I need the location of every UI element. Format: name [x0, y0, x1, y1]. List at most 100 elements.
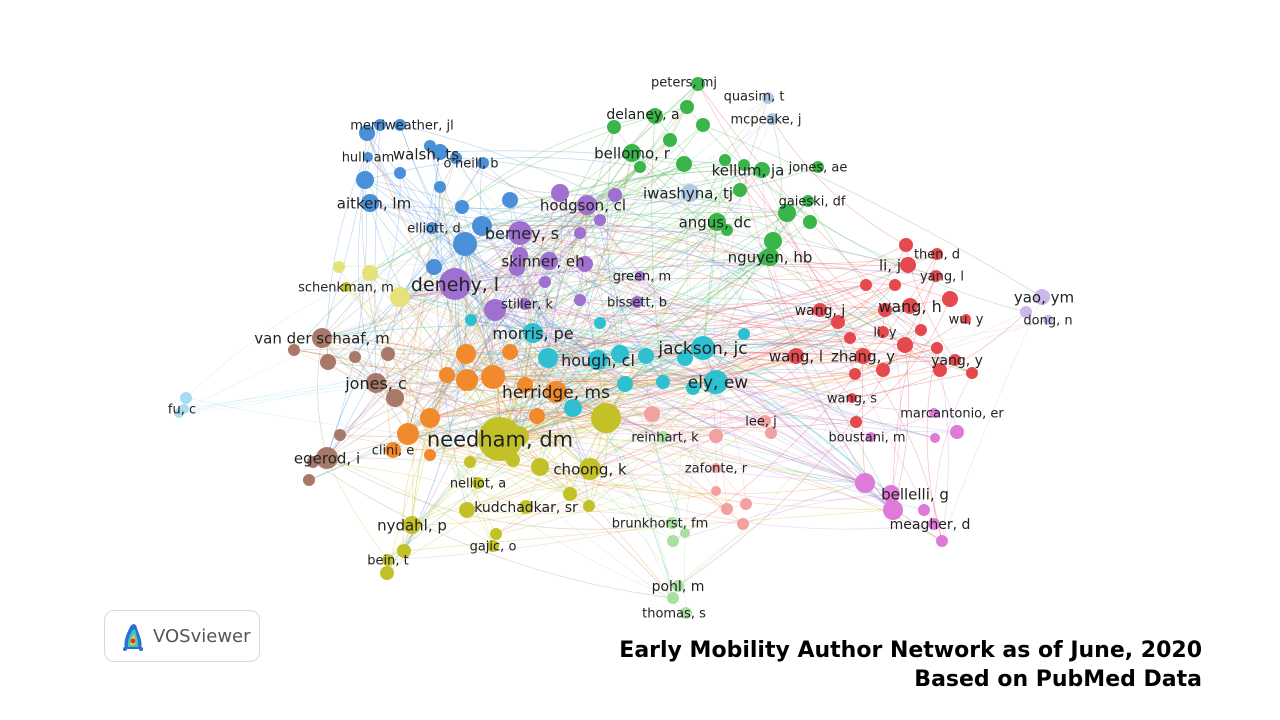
network-node-103[interactable]: [889, 279, 901, 291]
node-lee-j[interactable]: [759, 415, 771, 427]
network-node-142[interactable]: [397, 423, 419, 445]
network-node-152[interactable]: [459, 502, 475, 518]
node-skinner-eh[interactable]: [540, 252, 558, 270]
node-dong-n[interactable]: [1043, 315, 1053, 325]
node-elliott-d[interactable]: [426, 222, 438, 234]
network-node-124[interactable]: [564, 399, 582, 417]
network-node-127[interactable]: [594, 317, 606, 329]
node-delaney-a[interactable]: [647, 108, 663, 124]
network-node-74[interactable]: [803, 215, 817, 229]
node-jones-c[interactable]: [366, 373, 386, 393]
network-node-138[interactable]: [439, 367, 455, 383]
network-node-164[interactable]: [737, 518, 749, 530]
node-stiller-k[interactable]: [519, 298, 531, 310]
network-node-141[interactable]: [420, 408, 440, 428]
network-node-118[interactable]: [611, 345, 629, 363]
network-node-97[interactable]: [484, 299, 506, 321]
network-node-151[interactable]: [583, 500, 595, 512]
network-node-150[interactable]: [563, 487, 577, 501]
network-node-112[interactable]: [966, 367, 978, 379]
network-node-92[interactable]: [608, 188, 622, 202]
network-node-110[interactable]: [849, 368, 861, 380]
node-ely-ew[interactable]: [704, 370, 728, 394]
network-node-136[interactable]: [456, 344, 476, 364]
network-node-75[interactable]: [764, 232, 782, 250]
network-node-153[interactable]: [397, 544, 411, 558]
node-yao-ym[interactable]: [1034, 289, 1050, 305]
network-node-176[interactable]: [180, 392, 192, 404]
network-node-76[interactable]: [758, 251, 772, 265]
node-zafonte-r[interactable]: [711, 463, 721, 473]
network-node-130[interactable]: [381, 347, 395, 361]
network-node-126[interactable]: [465, 314, 477, 326]
network-node-81[interactable]: [424, 140, 436, 152]
network-node-157[interactable]: [333, 261, 345, 273]
network-node-78[interactable]: [738, 159, 750, 171]
network-node-94[interactable]: [509, 260, 525, 276]
network-node-169[interactable]: [936, 535, 948, 547]
node-angus-dc[interactable]: [708, 213, 726, 231]
network-node-66[interactable]: [696, 118, 710, 132]
network-node-165[interactable]: [740, 498, 752, 510]
network-node-67[interactable]: [607, 120, 621, 134]
network-node-105[interactable]: [831, 315, 845, 329]
network-node-166[interactable]: [711, 486, 721, 496]
network-node-70[interactable]: [676, 156, 692, 172]
network-node-107[interactable]: [897, 337, 913, 353]
node-wang-j[interactable]: [813, 303, 827, 317]
node-jackson-jc[interactable]: [691, 336, 715, 360]
node-bellelli-g[interactable]: [882, 485, 900, 503]
network-node-106[interactable]: [844, 332, 856, 344]
network-node-115[interactable]: [878, 303, 892, 317]
node-kudchadkar-sr[interactable]: [519, 500, 533, 514]
network-node-68[interactable]: [663, 133, 677, 147]
node-green-m[interactable]: [635, 271, 645, 281]
node-yang-y[interactable]: [949, 354, 961, 366]
node-herridge-ms[interactable]: [545, 381, 567, 403]
node-bein-t[interactable]: [382, 554, 394, 566]
node-wang-h[interactable]: [902, 298, 918, 314]
node-hodgson-cl[interactable]: [577, 195, 597, 215]
network-node-162[interactable]: [709, 429, 723, 443]
network-node-119[interactable]: [638, 348, 654, 364]
node-iwashyna-tj[interactable]: [681, 184, 699, 202]
node-thomas-s[interactable]: [680, 607, 692, 619]
network-node-114[interactable]: [915, 324, 927, 336]
node-li-y[interactable]: [877, 326, 889, 338]
network-node-90[interactable]: [450, 152, 462, 164]
node-bellomo-r[interactable]: [623, 144, 641, 162]
network-node-102[interactable]: [860, 279, 872, 291]
node-merriweather-jl[interactable]: [374, 119, 386, 131]
node-egerod-i[interactable]: [316, 447, 338, 469]
node-o-neill-b[interactable]: [477, 157, 489, 169]
network-node-73[interactable]: [778, 204, 796, 222]
network-node-143[interactable]: [529, 408, 545, 424]
node-gajic-o[interactable]: [487, 540, 499, 552]
network-node-109[interactable]: [876, 363, 890, 377]
network-node-77[interactable]: [721, 224, 733, 236]
node-gaieski-df[interactable]: [802, 195, 814, 207]
network-node-145[interactable]: [424, 449, 436, 461]
network-node-108[interactable]: [931, 342, 943, 354]
network-node-111[interactable]: [933, 363, 947, 377]
network-node-85[interactable]: [356, 171, 374, 189]
network-node-84[interactable]: [394, 167, 406, 179]
network-node-116[interactable]: [1020, 306, 1032, 318]
node-boustani-m[interactable]: [866, 432, 876, 442]
network-node-171[interactable]: [918, 504, 930, 516]
node-wang-s[interactable]: [847, 393, 857, 403]
network-node-72[interactable]: [733, 183, 747, 197]
node-berney-s[interactable]: [508, 221, 532, 245]
network-node-134[interactable]: [303, 474, 315, 486]
network-node-139[interactable]: [456, 369, 478, 391]
network-node-113[interactable]: [850, 416, 862, 428]
network-node-79[interactable]: [359, 125, 375, 141]
network-node-177[interactable]: [174, 408, 184, 418]
node-li-j[interactable]: [900, 257, 916, 273]
network-node-144[interactable]: [517, 377, 533, 393]
network-node-148[interactable]: [506, 453, 520, 467]
node-wu-y[interactable]: [961, 314, 971, 324]
node-nelliot-a[interactable]: [472, 477, 484, 489]
network-node-104[interactable]: [942, 291, 958, 307]
node-van-der-schaaf-m[interactable]: [312, 328, 332, 348]
